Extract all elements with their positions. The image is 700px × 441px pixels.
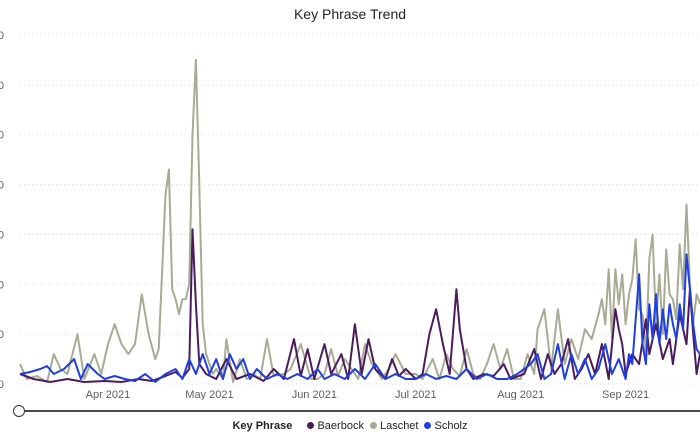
series-line-laschet[interactable] xyxy=(19,58,700,383)
legend-title: Key Phrase xyxy=(232,420,293,432)
chart-title: Key Phrase Trend xyxy=(293,6,407,22)
y-tick-label: 0 xyxy=(0,130,4,142)
x-axis: Apr 2021 May 2021 Jun 2021 Jul 2021 Aug 2021… xyxy=(86,389,649,400)
y-tick-label: 0 xyxy=(0,329,4,341)
y-tick-label: 0 xyxy=(0,229,4,241)
legend-label: Scholz xyxy=(434,420,468,432)
y-axis: 0 0 0 0 0 0 0 0 xyxy=(0,30,4,391)
series-line-scholz[interactable] xyxy=(19,253,700,383)
series-lines xyxy=(19,58,700,383)
x-tick-label: Aug 2021 xyxy=(497,389,544,400)
y-tick-label: 0 xyxy=(0,30,4,42)
legend-label: Baerbock xyxy=(317,420,364,432)
series-line-baerbock[interactable] xyxy=(19,228,700,383)
legend-marker xyxy=(369,422,377,429)
legend-marker xyxy=(424,422,432,429)
y-tick-label: 0 xyxy=(0,180,4,192)
y-tick-label: 0 xyxy=(0,279,4,291)
legend-marker xyxy=(307,422,315,429)
legend-item-laschet[interactable]: Laschet xyxy=(369,420,419,432)
gridlines xyxy=(20,34,700,385)
y-tick-label: 0 xyxy=(0,80,4,92)
legend-label: Laschet xyxy=(379,420,419,432)
x-tick-label: Jun 2021 xyxy=(292,389,337,400)
legend-item-scholz[interactable]: Scholz xyxy=(424,420,468,432)
x-tick-label: Jul 2021 xyxy=(395,389,437,400)
x-tick-label: Apr 2021 xyxy=(86,389,131,400)
legend: Key Phrase Baerbock Laschet Scholz xyxy=(0,420,700,432)
x-tick-label: Sep 2021 xyxy=(602,389,649,400)
legend-item-baerbock[interactable]: Baerbock xyxy=(307,420,364,432)
date-slider-track[interactable] xyxy=(18,410,700,412)
line-chart: 0 0 0 0 0 0 0 0 Apr 2021 May 2021 Jun 2021 Jul 202… xyxy=(0,30,700,400)
x-tick-label: May 2021 xyxy=(185,389,233,400)
date-slider-handle[interactable] xyxy=(13,405,25,417)
y-tick-label: 0 xyxy=(0,379,4,391)
